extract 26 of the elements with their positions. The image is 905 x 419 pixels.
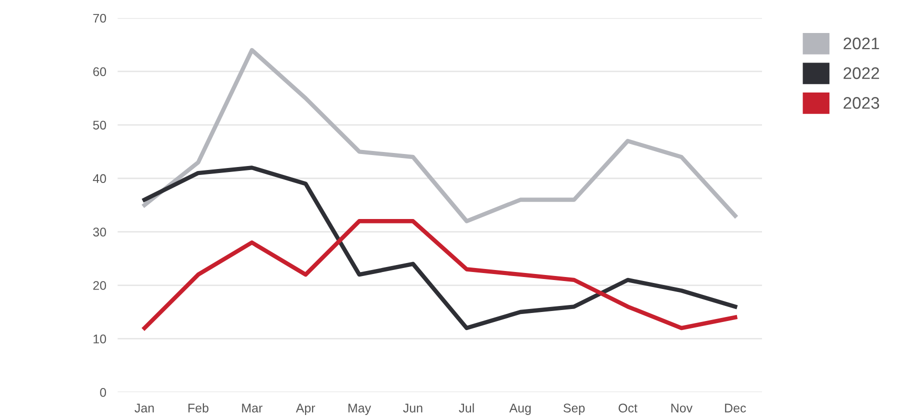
line-series (142, 166, 738, 330)
x-tick-label: Oct (618, 404, 638, 412)
x-tick-label: Feb (188, 403, 208, 412)
line-series (142, 48, 738, 224)
y-tick-label: 60 (93, 67, 106, 76)
x-tick-label: Sep (564, 404, 585, 415)
y-tick-label: 30 (93, 228, 106, 236)
x-tick-label: Aug (509, 404, 531, 415)
y-tick-label: 10 (94, 334, 106, 344)
legend-label: 2021 (844, 38, 880, 50)
x-tick-label: Apr (296, 404, 316, 415)
x-tick-label: Dec (725, 404, 746, 412)
line-series (142, 219, 738, 330)
y-tick-label: 70 (93, 14, 106, 23)
y-tick-label: 0 (100, 388, 106, 397)
x-tick-label: Jul (458, 403, 474, 412)
y-tick-label: 40 (92, 174, 106, 184)
legend-label: 2023 (844, 97, 880, 109)
x-tick-label: May (348, 404, 372, 415)
y-tick-label: 50 (93, 120, 106, 130)
x-tick-label: Jan (134, 404, 154, 412)
x-tick-label: Mar (242, 404, 262, 412)
legend-label: 2022 (844, 67, 880, 80)
y-tick-label: 20 (93, 281, 106, 290)
x-tick-label: Nov (671, 404, 693, 412)
x-tick-label: Jun (403, 404, 422, 412)
